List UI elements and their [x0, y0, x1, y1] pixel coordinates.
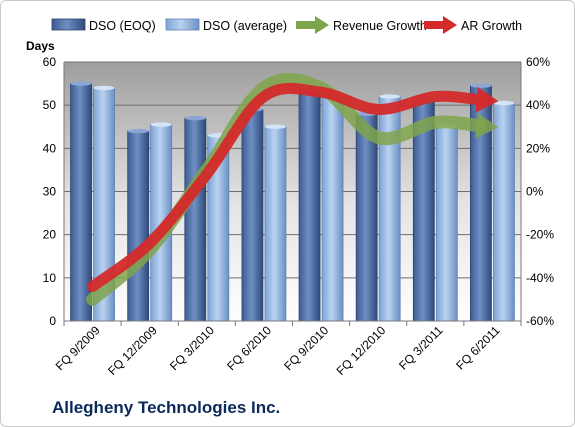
- bar-top: [493, 100, 515, 106]
- bar-body: [127, 130, 150, 322]
- legend-label: AR Growth: [461, 19, 522, 33]
- left-tick-label: 40: [43, 141, 57, 155]
- legend-arrow-head: [443, 16, 457, 34]
- bar-body: [321, 96, 344, 322]
- bar-top: [184, 115, 206, 121]
- bar-dso-eoq: [355, 111, 378, 322]
- axes-group: [63, 62, 522, 326]
- bar-top: [127, 128, 149, 134]
- ar-growth-line-arrowhead: [475, 86, 499, 113]
- left-tick-label: 60: [43, 55, 57, 69]
- left-tick-label: 50: [43, 98, 57, 112]
- right-tick-label: -20%: [526, 228, 554, 242]
- legend-item: Revenue Growth: [296, 16, 427, 34]
- bar-dso-average: [93, 85, 115, 322]
- bar-dso-average: [264, 124, 287, 322]
- legend-item: DSO (EOQ): [51, 18, 156, 33]
- bar-dso-eoq: [70, 81, 92, 322]
- bar-dso-average: [378, 94, 401, 322]
- bar-body: [184, 117, 207, 322]
- bar-dso-average: [435, 124, 458, 322]
- revenue-growth-line-arrowhead: [475, 112, 499, 139]
- legend-label: DSO (average): [203, 19, 287, 33]
- right-tick-label: -60%: [526, 314, 554, 328]
- bar-top: [70, 81, 92, 86]
- x-tick-label: FQ 3/2010: [167, 323, 217, 373]
- bar-dso-eoq: [298, 85, 321, 322]
- x-tick-label: FQ 9/2009: [53, 323, 103, 373]
- bar-body: [493, 102, 515, 322]
- right-tick-label: 20%: [526, 141, 550, 155]
- bar-dso-eoq: [241, 107, 264, 322]
- left-tick-label: 0: [49, 314, 56, 328]
- legend-swatch: [51, 18, 86, 31]
- y-axis-title: Days: [26, 39, 55, 53]
- bar-dso-eoq: [127, 128, 150, 322]
- x-tick-label: FQ 12/2009: [105, 323, 160, 378]
- left-tick-label: 20: [43, 228, 57, 242]
- legend-arrow-head: [315, 16, 329, 34]
- x-tick-label: FQ 6/2010: [224, 323, 274, 373]
- left-tick-label: 30: [43, 185, 57, 199]
- left-axis-ticks: 0 10 20 30 40 50 60: [43, 55, 57, 328]
- x-tick-label: FQ 12/2010: [334, 323, 389, 378]
- bar-top: [93, 85, 115, 91]
- right-tick-label: 60%: [526, 55, 550, 69]
- legend-swatch: [165, 18, 200, 31]
- x-tick-label: FQ 3/2011: [396, 323, 446, 373]
- legend-label: DSO (EOQ): [89, 19, 156, 33]
- legend-item: DSO (average): [165, 18, 287, 33]
- x-tick-label: FQ 6/2011: [453, 323, 503, 373]
- bar-top: [470, 83, 492, 88]
- bar-top: [150, 122, 172, 127]
- bar-top: [264, 124, 286, 129]
- legend-item: AR Growth: [424, 16, 522, 34]
- growth-lines-group: [86, 73, 499, 306]
- right-axis-ticks: -60% -40% -20% 0% 20% 40% 60%: [526, 55, 554, 328]
- right-tick-label: -40%: [526, 271, 554, 285]
- bar-body: [264, 126, 287, 322]
- bar-dso-eoq: [184, 115, 207, 322]
- right-tick-label: 40%: [526, 98, 550, 112]
- ar-growth-line: [87, 82, 499, 292]
- bar-dso-average: [321, 94, 344, 322]
- legend: DSO (EOQ) DSO (average) Revenue Growth AR G…: [51, 16, 522, 34]
- bar-body: [355, 113, 378, 322]
- bar-body: [241, 109, 264, 322]
- legend-label: Revenue Growth: [333, 19, 427, 33]
- left-tick-label: 10: [43, 271, 57, 285]
- company-name: Allegheny Technologies Inc.: [52, 398, 281, 417]
- x-axis-ticks: FQ 9/2009 FQ 12/2009 FQ 3/2010 FQ 6/2010 FQ …: [53, 323, 503, 378]
- bar-top: [379, 94, 401, 99]
- bar-body: [435, 126, 458, 322]
- bar-dso-average: [493, 100, 515, 322]
- x-tick-label: FQ 9/2010: [281, 323, 331, 373]
- ar-growth-line-path: [87, 82, 486, 292]
- right-tick-label: 0%: [526, 185, 544, 199]
- bar-body: [298, 87, 321, 322]
